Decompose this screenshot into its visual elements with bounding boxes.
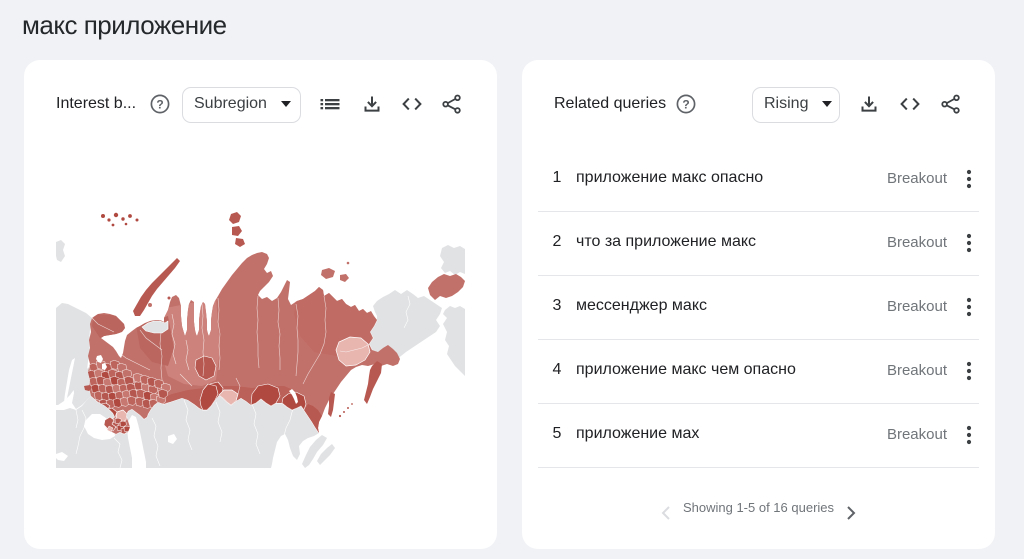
svg-text:?: ? — [682, 97, 689, 111]
svg-text:?: ? — [156, 97, 163, 111]
